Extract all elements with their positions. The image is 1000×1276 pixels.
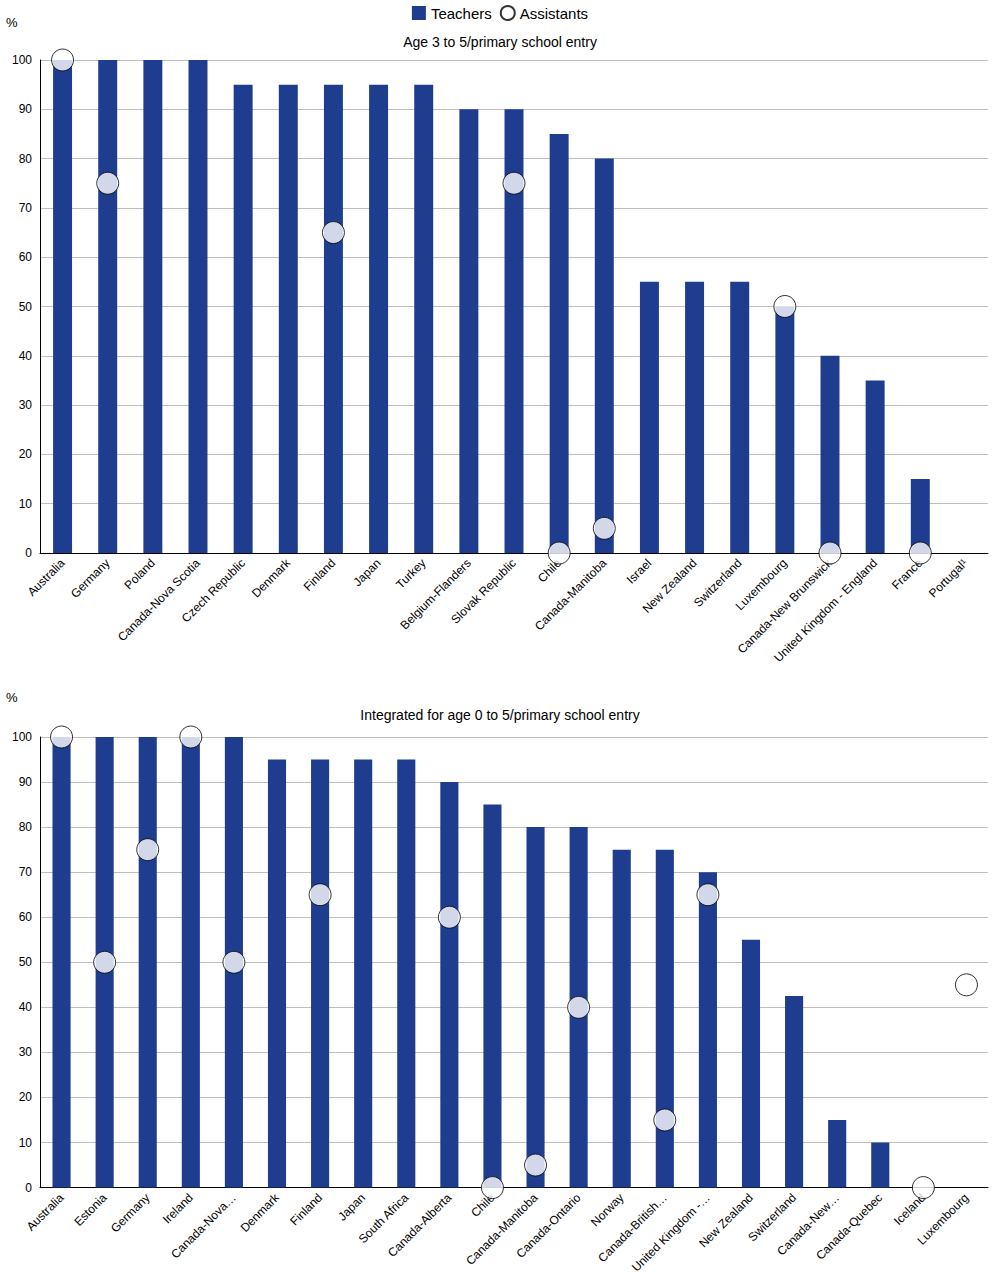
svg-text:Chile: Chile [534, 556, 565, 586]
svg-text:Canada-Manitoba: Canada-Manitoba [463, 1190, 541, 1268]
svg-text:40: 40 [19, 349, 33, 363]
svg-text:Integrated for age 0 to 5/prim: Integrated for age 0 to 5/primary school… [360, 707, 639, 723]
svg-text:70: 70 [19, 201, 33, 215]
svg-text:Australia: Australia [25, 556, 68, 599]
svg-text:100: 100 [12, 53, 32, 67]
svg-text:France: France [889, 556, 926, 593]
svg-text:Iceland: Iceland [891, 1190, 929, 1228]
svg-text:Canada-Alberta: Canada-Alberta [385, 1190, 454, 1259]
svg-text:20: 20 [19, 447, 33, 461]
svg-text:Canada-Nova Scotia: Canada-Nova Scotia [115, 556, 203, 644]
svg-text:Canada-New Brunswick: Canada-New Brunswick [734, 556, 835, 657]
svg-text:%: % [6, 15, 18, 30]
svg-text:United Kingdom - England: United Kingdom - England [771, 556, 880, 665]
svg-text:Turkey: Turkey [393, 556, 428, 591]
svg-text:30: 30 [19, 398, 33, 412]
svg-text:10: 10 [19, 497, 33, 511]
svg-text:Switzerland: Switzerland [745, 1190, 799, 1245]
svg-text:90: 90 [19, 102, 33, 116]
svg-text:50: 50 [19, 955, 33, 969]
svg-text:Canada-Ontario: Canada-Ontario [513, 1190, 583, 1260]
svg-text:Ireland: Ireland [160, 1191, 196, 1227]
svg-text:90: 90 [19, 775, 33, 789]
svg-text:Luxembourg: Luxembourg [732, 556, 790, 614]
svg-text:Japan: Japan [351, 556, 384, 589]
svg-text:80: 80 [19, 820, 33, 834]
svg-text:Canada-New…: Canada-New… [774, 1190, 843, 1259]
svg-text:New Zealand: New Zealand [696, 1191, 756, 1251]
svg-text:Japan: Japan [335, 1191, 368, 1224]
svg-text:Luxembourg: Luxembourg [914, 1190, 972, 1248]
svg-text:South Africa: South Africa [355, 1190, 412, 1247]
svg-text:100: 100 [12, 730, 32, 744]
svg-text:Canada-Manitoba: Canada-Manitoba [532, 556, 610, 634]
svg-text:80: 80 [19, 152, 33, 166]
svg-text:Portugal¹: Portugal¹ [926, 556, 970, 600]
svg-text:Germany: Germany [68, 556, 113, 601]
svg-text:Age 3 to 5/primary school entr: Age 3 to 5/primary school entry [403, 34, 597, 50]
svg-text:20: 20 [19, 1090, 33, 1104]
svg-text:Finland: Finland [301, 556, 339, 594]
svg-text:0: 0 [25, 546, 32, 560]
svg-text:%: % [6, 690, 18, 705]
svg-text:Poland: Poland [122, 556, 158, 592]
svg-text:30: 30 [19, 1045, 33, 1059]
svg-text:Denmark: Denmark [249, 555, 294, 600]
svg-text:Israel: Israel [624, 556, 655, 587]
svg-text:70: 70 [19, 865, 33, 879]
svg-text:United Kingdom -…: United Kingdom -… [629, 1191, 713, 1275]
svg-text:Finland: Finland [287, 1191, 325, 1229]
svg-text:Slovak Republic: Slovak Republic [448, 556, 519, 627]
svg-text:Belgium-Flanders: Belgium-Flanders [397, 556, 474, 633]
svg-text:Switzerland: Switzerland [691, 556, 745, 610]
svg-text:Norway: Norway [588, 1191, 627, 1230]
svg-text:Canada-Quebec: Canada-Quebec [813, 1191, 885, 1263]
svg-text:10: 10 [19, 1136, 33, 1150]
svg-text:50: 50 [19, 300, 33, 314]
svg-text:Denmark: Denmark [238, 1190, 283, 1235]
svg-text:Estonia: Estonia [71, 1190, 109, 1228]
svg-text:Australia: Australia [24, 1190, 67, 1233]
svg-text:0: 0 [25, 1181, 32, 1195]
svg-text:Assistants: Assistants [520, 5, 588, 22]
svg-text:60: 60 [19, 910, 33, 924]
svg-text:Canada-Nova…: Canada-Nova… [168, 1191, 239, 1262]
svg-text:New Zealand: New Zealand [640, 556, 700, 616]
svg-text:Germany: Germany [108, 1191, 153, 1236]
svg-text:Canada-British…: Canada-British… [595, 1190, 670, 1266]
svg-text:Chile: Chile [468, 1190, 498, 1220]
svg-text:40: 40 [19, 1000, 33, 1014]
svg-text:60: 60 [19, 250, 33, 264]
svg-text:Czech Republic: Czech Republic [179, 556, 248, 625]
svg-text:Teachers: Teachers [431, 5, 492, 22]
